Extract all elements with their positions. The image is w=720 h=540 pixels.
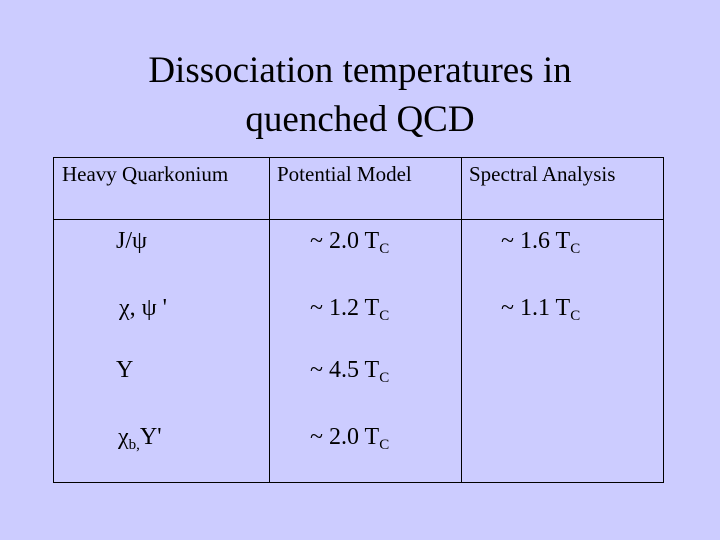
cell-subscript: C xyxy=(379,437,390,453)
cell-text: ~ 2.0 T xyxy=(310,228,380,254)
table-cell: ~ 1.6 TC xyxy=(501,228,580,258)
column-divider xyxy=(461,157,462,483)
table-cell: ~ 2.0 TC xyxy=(310,228,389,258)
cell-text: ~ 1.2 T xyxy=(310,295,380,321)
cell-subscript: C xyxy=(570,241,581,257)
cell-text: Υ' xyxy=(139,424,162,450)
header-cell: Heavy Quarkonium xyxy=(62,162,229,186)
header-cell: Potential Model xyxy=(277,162,412,186)
header-divider xyxy=(53,219,664,220)
cell-text: χ xyxy=(118,424,129,450)
table-cell: Υ xyxy=(116,357,133,384)
cell-text: ~ 1.6 T xyxy=(501,228,571,254)
cell-text: ~ 2.0 T xyxy=(310,424,380,450)
title-line: Dissociation temperatures in xyxy=(148,50,572,91)
table-cell: χb,Υ' xyxy=(118,424,162,454)
cell-subscript: C xyxy=(379,308,390,324)
table-cell: χ, ψ ' xyxy=(119,295,167,322)
table-cell: ~ 1.2 TC xyxy=(310,295,389,325)
table-border xyxy=(53,157,664,483)
cell-subscript: C xyxy=(570,308,581,324)
cell-subscript: C xyxy=(379,370,390,386)
header-cell: Spectral Analysis xyxy=(469,162,616,186)
cell-text: J/ψ xyxy=(116,228,148,254)
table-cell: ~ 1.1 TC xyxy=(501,295,580,325)
cell-text: χ, ψ ' xyxy=(119,295,167,321)
cell-text: ~ 1.1 T xyxy=(501,295,571,321)
cell-text: Υ xyxy=(116,357,134,383)
table-cell: J/ψ xyxy=(116,228,147,255)
table-cell: ~ 4.5 TC xyxy=(310,357,389,387)
table-cell: ~ 2.0 TC xyxy=(310,424,389,454)
column-divider xyxy=(269,157,270,483)
cell-subscript: b, xyxy=(128,437,140,453)
cell-text: ~ 4.5 T xyxy=(310,357,380,383)
cell-subscript: C xyxy=(379,241,390,257)
title-line: quenched QCD xyxy=(245,99,475,140)
